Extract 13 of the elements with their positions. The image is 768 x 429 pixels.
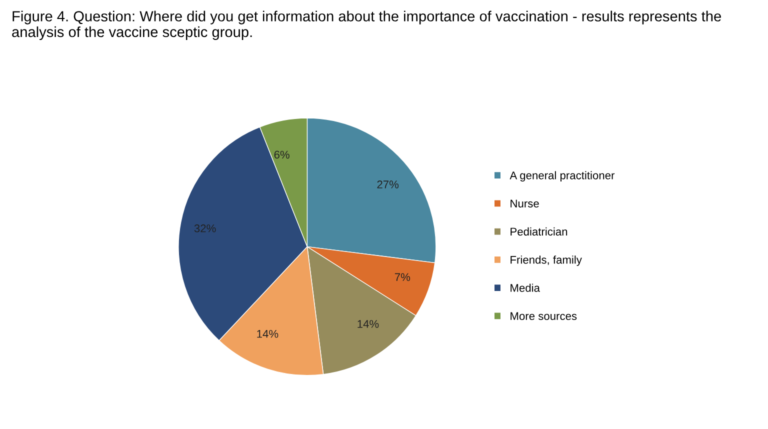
data-label: 27% xyxy=(377,180,399,188)
data-label: 32% xyxy=(194,224,216,232)
data-label: 14% xyxy=(257,330,278,338)
data-label: 7% xyxy=(394,273,410,282)
chart-title: Figure 4. Question: Where did you get information about the importance of vaccination - results represents the analysis of the vaccine sceptic group. xyxy=(12,10,721,40)
legend-label: More sources xyxy=(510,312,577,320)
legend-label: Nurse xyxy=(510,200,539,208)
legend-label: Pediatrician xyxy=(510,227,568,236)
data-label: 14% xyxy=(358,320,379,328)
legend-label: A general practitioner xyxy=(510,171,615,182)
legend-label: Media xyxy=(510,284,540,292)
legend-label: Friends, family xyxy=(510,256,582,266)
data-label: 6% xyxy=(274,150,290,159)
